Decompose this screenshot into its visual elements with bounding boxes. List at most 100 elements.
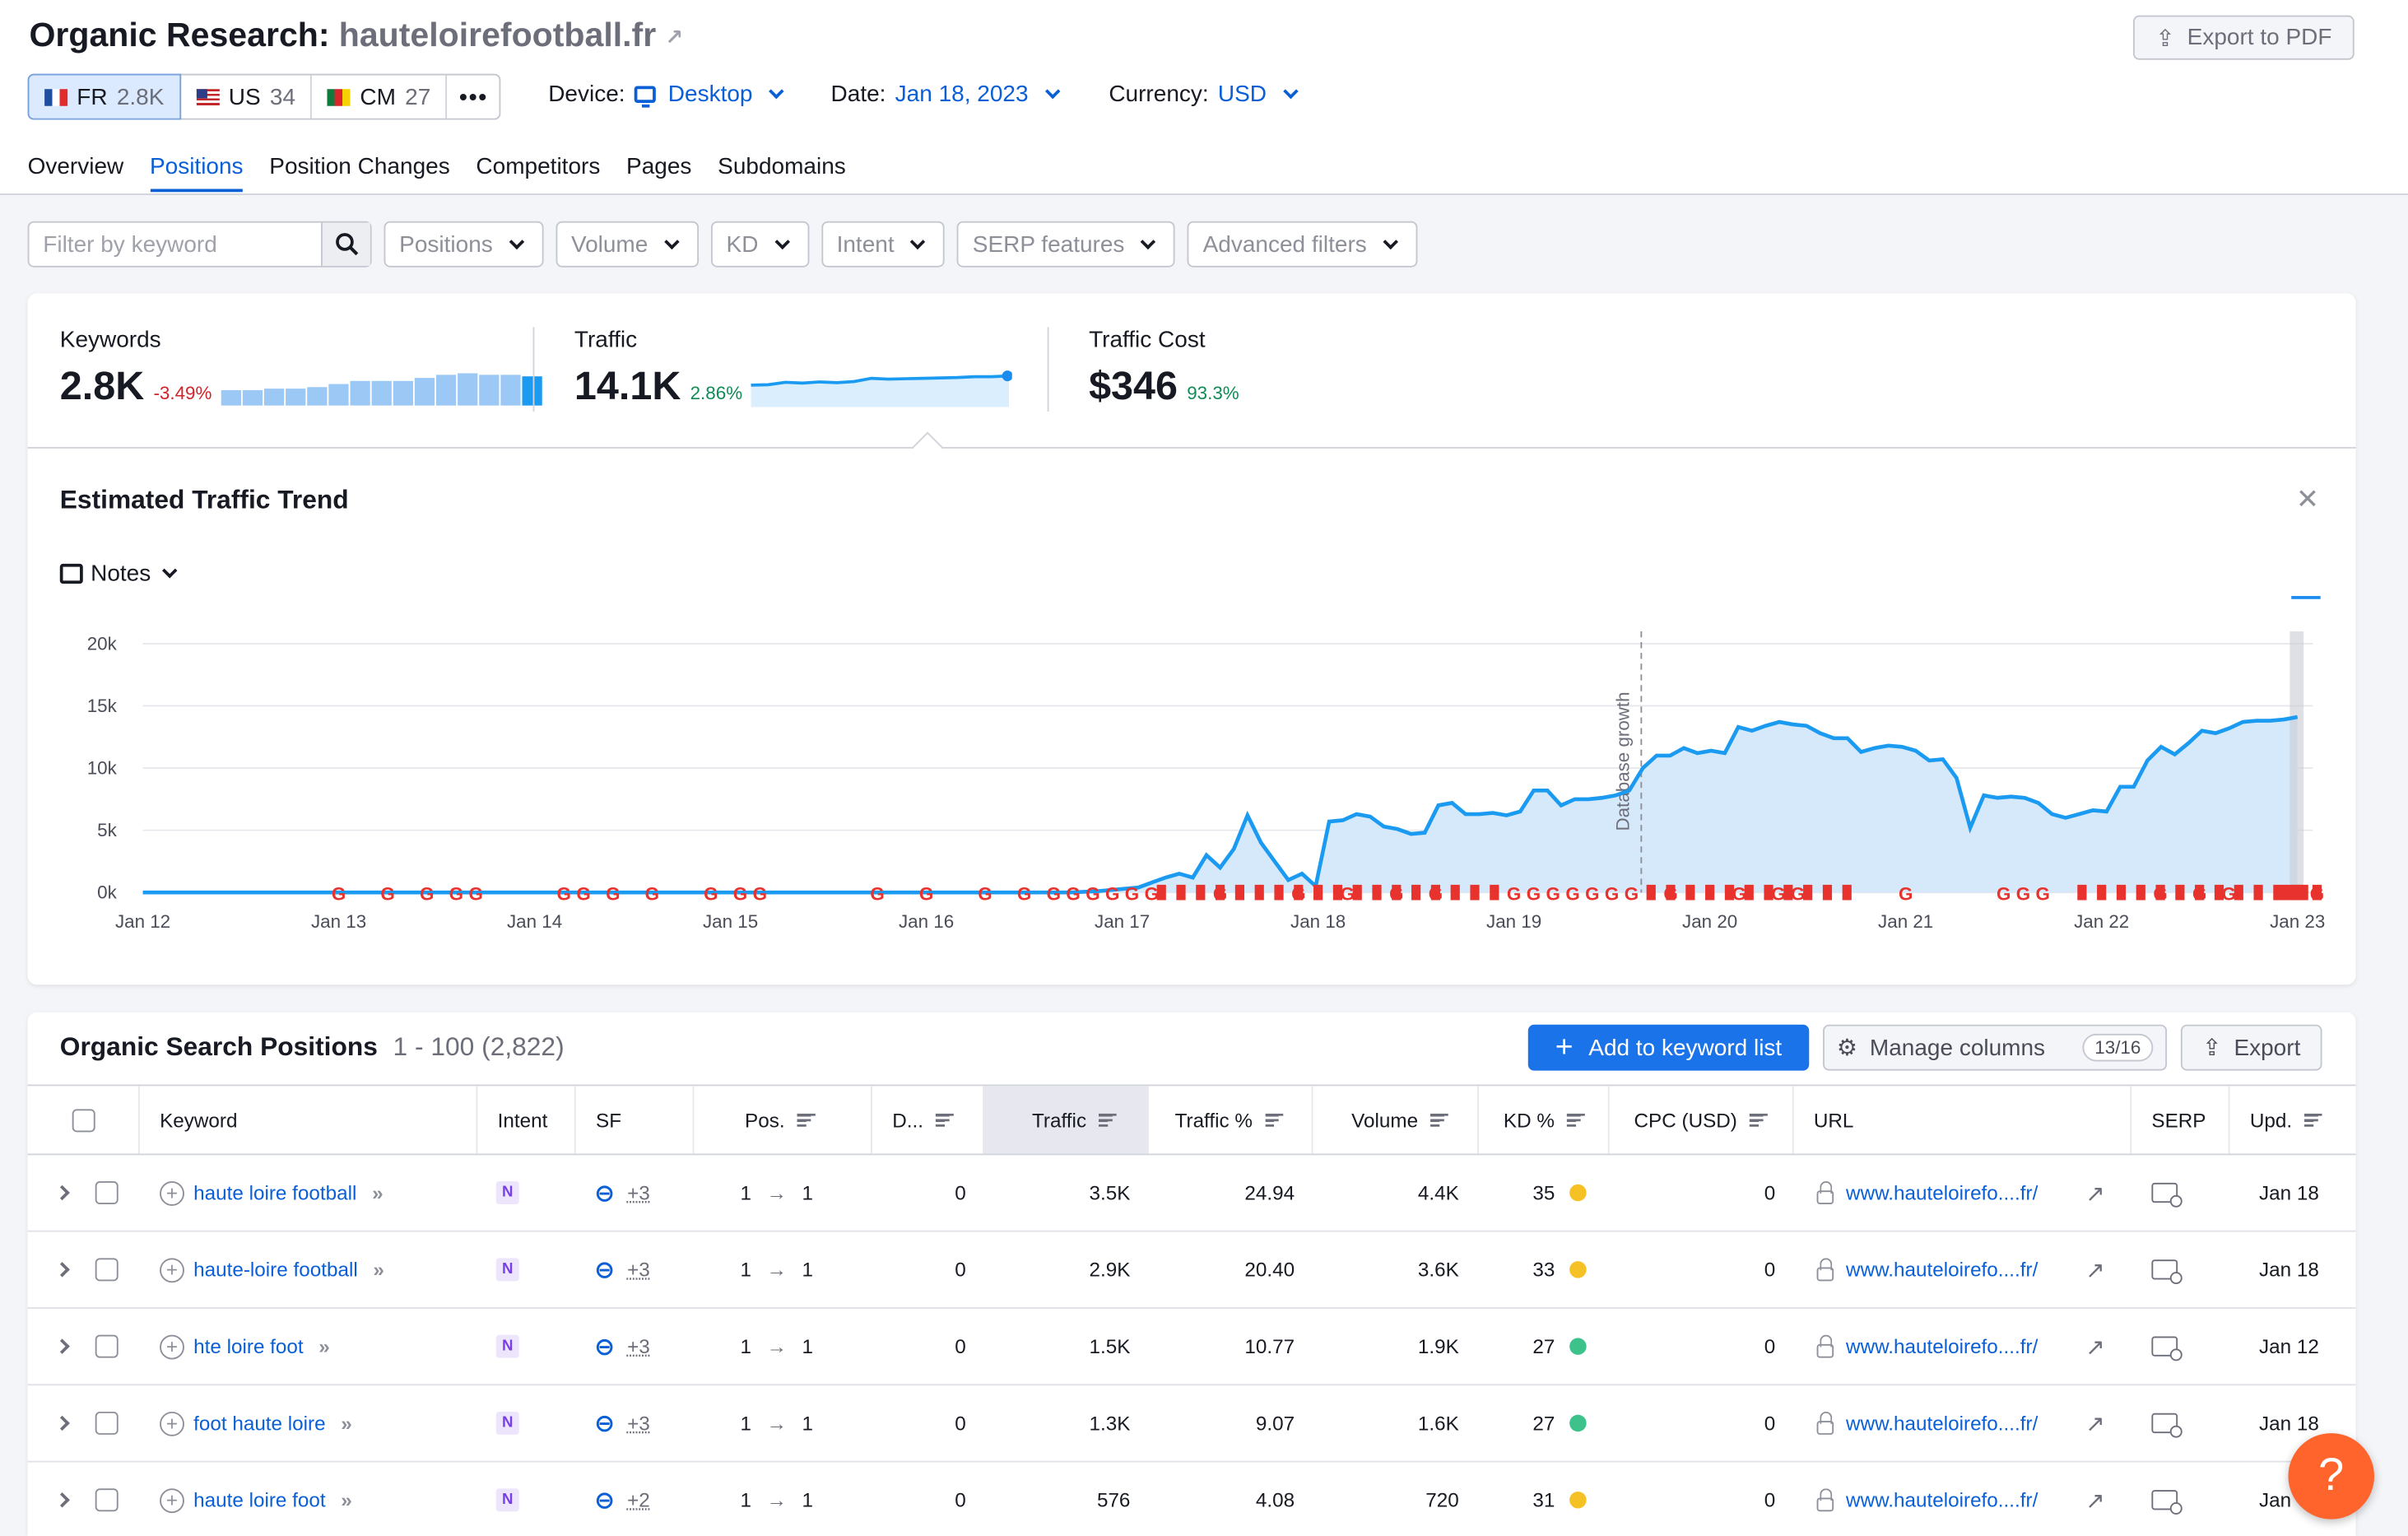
- keywords-metric[interactable]: Keywords 2.8K -3.49%: [60, 327, 542, 410]
- google-update-icon[interactable]: G: [1341, 884, 1355, 905]
- external-link-icon[interactable]: ↗: [2085, 1333, 2104, 1361]
- url-link[interactable]: www.hauteloirefo....fr/: [1846, 1181, 2038, 1204]
- note-flag-icon[interactable]: [1823, 885, 1832, 901]
- google-update-icon[interactable]: G: [1605, 884, 1619, 905]
- note-flag-icon[interactable]: [1372, 885, 1381, 901]
- search-button[interactable]: [321, 223, 370, 266]
- google-update-icon[interactable]: G: [420, 884, 434, 905]
- keyword-overview-icon[interactable]: »: [372, 1181, 380, 1204]
- note-flag-icon[interactable]: [1196, 885, 1205, 901]
- add-keyword-icon[interactable]: +: [160, 1180, 184, 1205]
- close-icon[interactable]: ✕: [2296, 484, 2319, 516]
- note-flag-icon[interactable]: [2234, 885, 2243, 901]
- tab-competitors[interactable]: Competitors: [476, 154, 600, 193]
- serp-features-count[interactable]: +3: [627, 1181, 650, 1204]
- keyword-overview-icon[interactable]: »: [318, 1335, 327, 1358]
- keyword-link[interactable]: foot haute loire: [193, 1412, 326, 1435]
- note-flag-icon[interactable]: [1255, 885, 1264, 901]
- col-volume[interactable]: Volume: [1312, 1086, 1478, 1153]
- table-row[interactable]: + haute-loire football » N ⊖ +3 1 → 1 0 …: [28, 1232, 2356, 1309]
- keyword-overview-icon[interactable]: »: [341, 1412, 349, 1435]
- serp-snapshot-icon[interactable]: [2151, 1490, 2178, 1510]
- note-flag-icon[interactable]: [1333, 885, 1342, 901]
- note-flag-icon[interactable]: [2077, 885, 2086, 901]
- expand-row-icon[interactable]: [54, 1338, 69, 1353]
- keyword-link[interactable]: haute-loire football: [193, 1258, 358, 1281]
- google-update-icon[interactable]: G: [753, 884, 767, 905]
- google-update-icon[interactable]: G: [1565, 884, 1579, 905]
- external-link-icon[interactable]: ↗: [2085, 1409, 2104, 1437]
- serp-features-count[interactable]: +2: [627, 1488, 650, 1511]
- table-row[interactable]: + haute loire football » N ⊖ +3 1 → 1 0 …: [28, 1155, 2356, 1231]
- domain-link[interactable]: hauteloirefootball.fr: [339, 16, 656, 56]
- google-update-icon[interactable]: G: [1047, 884, 1061, 905]
- note-flag-icon[interactable]: [1451, 885, 1460, 901]
- note-flag-icon[interactable]: [1431, 885, 1440, 901]
- add-keyword-icon[interactable]: +: [160, 1257, 184, 1282]
- kd-filter[interactable]: KD: [711, 221, 809, 268]
- note-flag-icon[interactable]: [1666, 885, 1675, 901]
- google-update-icon[interactable]: G: [449, 884, 463, 905]
- col-kd[interactable]: KD %: [1477, 1086, 1608, 1153]
- google-update-icon[interactable]: G: [1546, 884, 1560, 905]
- expand-row-icon[interactable]: [54, 1262, 69, 1277]
- traffic-cost-metric[interactable]: Traffic Cost $346 93.3%: [1089, 327, 1239, 410]
- add-keyword-icon[interactable]: +: [160, 1334, 184, 1359]
- note-flag-icon[interactable]: [1725, 885, 1734, 901]
- volume-filter[interactable]: Volume: [556, 221, 699, 268]
- note-flag-icon[interactable]: [2155, 885, 2164, 901]
- keyword-link[interactable]: haute loire foot: [193, 1488, 326, 1511]
- external-link-icon[interactable]: ↗: [2085, 1256, 2104, 1284]
- serp-features-filter[interactable]: SERP features: [957, 221, 1175, 268]
- tab-positions[interactable]: Positions: [150, 154, 244, 193]
- database-tab-us[interactable]: US 34: [181, 75, 313, 118]
- col-updated[interactable]: Upd.: [2229, 1086, 2356, 1153]
- more-databases-button[interactable]: •••: [448, 75, 500, 118]
- url-link[interactable]: www.hauteloirefo....fr/: [1846, 1335, 2038, 1358]
- serp-snapshot-icon[interactable]: [2151, 1413, 2178, 1433]
- serp-features-count[interactable]: +3: [627, 1258, 650, 1281]
- note-flag-icon[interactable]: [1353, 885, 1362, 901]
- google-update-icon[interactable]: G: [1585, 884, 1599, 905]
- google-update-icon[interactable]: G: [1105, 884, 1119, 905]
- serp-features-count[interactable]: +3: [627, 1412, 650, 1435]
- note-flag-icon[interactable]: [1411, 885, 1420, 901]
- note-flag-icon[interactable]: [2195, 885, 2204, 901]
- expand-row-icon[interactable]: [54, 1492, 69, 1507]
- note-flag-icon[interactable]: [1176, 885, 1185, 901]
- advanced-filters[interactable]: Advanced filters: [1188, 221, 1417, 268]
- note-flag-icon[interactable]: [1235, 885, 1244, 901]
- col-sf[interactable]: SF: [574, 1086, 693, 1153]
- google-update-icon[interactable]: G: [606, 884, 620, 905]
- google-update-icon[interactable]: G: [1625, 884, 1639, 905]
- tab-position-changes[interactable]: Position Changes: [269, 154, 449, 193]
- note-flag-icon[interactable]: [1392, 885, 1401, 901]
- note-flag-icon[interactable]: [1843, 885, 1852, 901]
- note-flag-icon[interactable]: [1803, 885, 1812, 901]
- url-link[interactable]: www.hauteloirefo....fr/: [1846, 1412, 2038, 1435]
- url-link[interactable]: www.hauteloirefo....fr/: [1846, 1488, 2038, 1511]
- device-select[interactable]: Device: Desktop: [548, 81, 788, 108]
- note-flag-icon[interactable]: [1294, 885, 1303, 901]
- note-flag-icon[interactable]: [2273, 885, 2282, 901]
- traffic-metric[interactable]: Traffic 14.1K 2.86%: [574, 327, 1013, 410]
- google-update-icon[interactable]: G: [2036, 884, 2050, 905]
- note-flag-icon[interactable]: [1705, 885, 1714, 901]
- note-flag-icon[interactable]: [1216, 885, 1225, 901]
- note-flag-icon[interactable]: [2097, 885, 2106, 901]
- google-update-icon[interactable]: G: [1899, 884, 1913, 905]
- note-flag-icon[interactable]: [2253, 885, 2262, 901]
- row-checkbox[interactable]: [95, 1335, 119, 1358]
- google-update-icon[interactable]: G: [1527, 884, 1541, 905]
- keyword-filter-input[interactable]: Filter by keyword: [29, 223, 321, 266]
- note-flag-icon[interactable]: [1647, 885, 1656, 901]
- serp-features-count[interactable]: +3: [627, 1335, 650, 1358]
- google-update-icon[interactable]: G: [380, 884, 394, 905]
- google-update-icon[interactable]: G: [468, 884, 482, 905]
- google-update-icon[interactable]: G: [870, 884, 884, 905]
- note-flag-icon[interactable]: [2175, 885, 2184, 901]
- export-pdf-button[interactable]: ⇪ Export to PDF: [2133, 16, 2355, 60]
- external-link-icon[interactable]: ↗: [665, 25, 686, 46]
- table-row[interactable]: + haute loire foot » N ⊖ +2 1 → 1 0 576 …: [28, 1463, 2356, 1536]
- google-update-icon[interactable]: G: [1017, 884, 1031, 905]
